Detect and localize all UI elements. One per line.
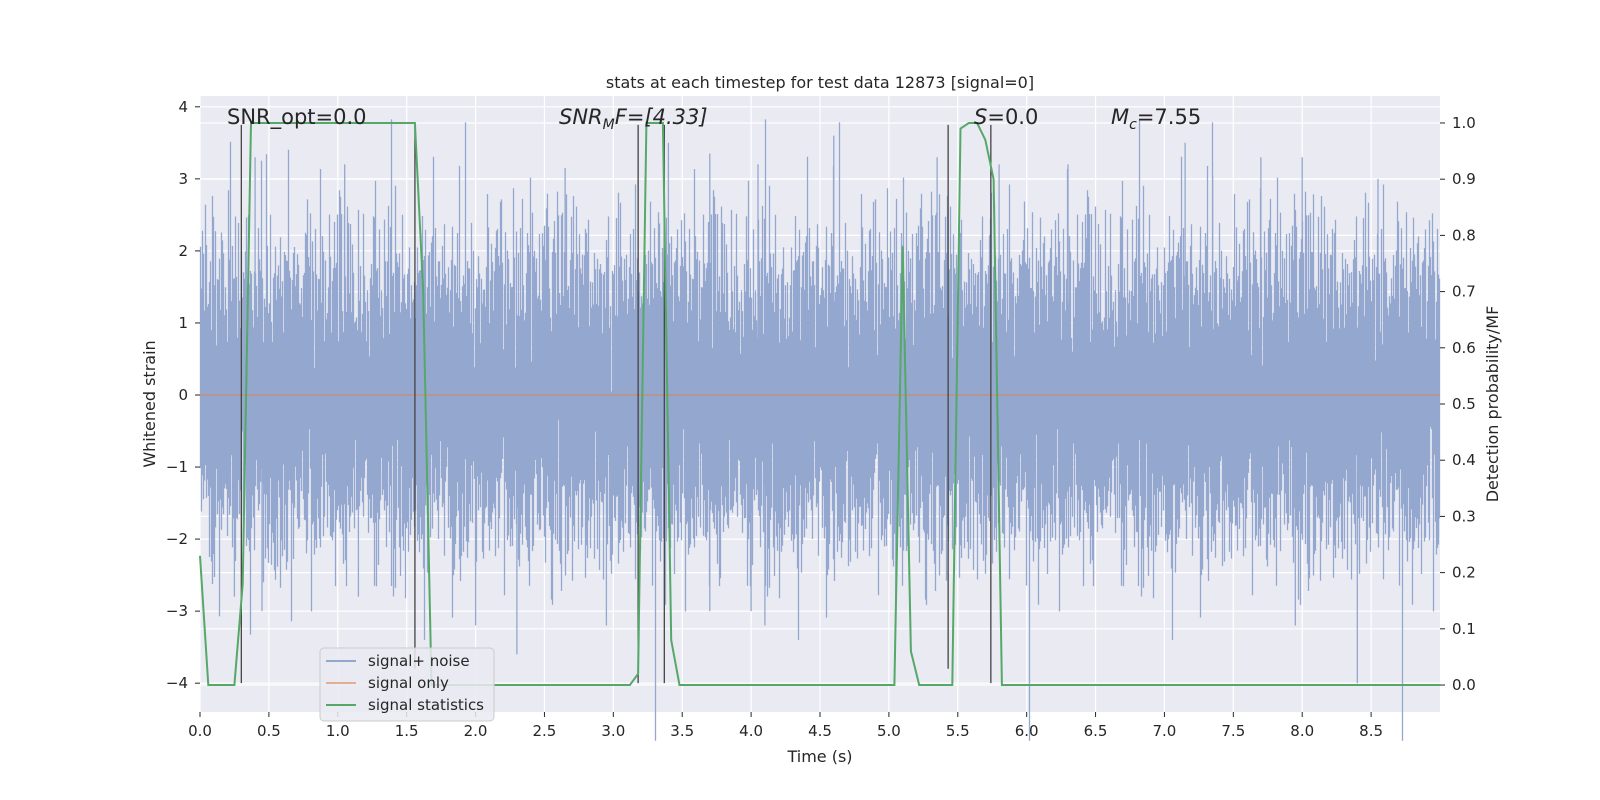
y-right-tick-label: 1.0 (1452, 114, 1476, 132)
y-right-tick-label: 0.1 (1452, 620, 1476, 638)
y-right-tick-label: 0.2 (1452, 564, 1476, 582)
y-right-tick-label: 0.6 (1452, 339, 1476, 357)
annotation-mc-sub: c (1129, 117, 1137, 133)
x-tick-label: 2.5 (533, 722, 557, 740)
series-signal-noise (199, 119, 1441, 741)
x-tick-label: 5.0 (877, 722, 901, 740)
x-axis-label: Time (s) (786, 747, 852, 766)
annotation-snr-opt: SNR_opt=0.0 (227, 105, 367, 130)
y-tick-label: 0 (178, 386, 188, 404)
y-right-tick-label: 0.8 (1452, 226, 1476, 244)
x-tick-label: 8.0 (1290, 722, 1314, 740)
y-axis-label: Whitened strain (140, 340, 159, 467)
x-tick-label: 6.5 (1084, 722, 1108, 740)
annotation-mc-suffix: =7.55 (1137, 105, 1201, 129)
signal-noise-trace (199, 119, 1441, 741)
y-right-tick-label: 0.4 (1452, 451, 1476, 469)
y-axis-ticks: −4 −3 −2 −1 0 1 2 3 4 (166, 98, 200, 692)
y-tick-label: −2 (166, 530, 188, 548)
x-tick-label: 7.5 (1221, 722, 1245, 740)
legend-label-signal-only: signal only (368, 674, 449, 692)
annotation-snr-mf-prefix: SNR (559, 105, 603, 129)
y-tick-label: −4 (166, 674, 188, 692)
annotation-s-suffix: =0.0 (987, 105, 1038, 129)
x-tick-label: 2.0 (464, 722, 488, 740)
series-signal-statistics (199, 122, 1440, 686)
y-right-axis-label: Detection probability/MF (1483, 306, 1502, 503)
x-tick-label: 7.0 (1153, 722, 1177, 740)
x-tick-label: 8.5 (1359, 722, 1383, 740)
y-right-axis-ticks: 0.0 0.1 0.2 0.3 0.4 0.5 0.6 0.7 0.8 0.9 1.0 (1440, 114, 1476, 694)
y-tick-label: 4 (178, 98, 188, 116)
x-tick-label: 5.5 (946, 722, 970, 740)
y-right-tick-label: 0.7 (1452, 283, 1476, 301)
annotation-snr-mf-sub: M (603, 117, 615, 133)
x-tick-label: 1.5 (395, 722, 419, 740)
x-tick-label: 6.0 (1015, 722, 1039, 740)
x-tick-label: 0.0 (188, 722, 212, 740)
y-right-tick-label: 0.0 (1452, 676, 1476, 694)
annotation-mc-prefix: M (1111, 105, 1129, 129)
y-tick-label: 2 (178, 242, 188, 260)
y-tick-label: −1 (166, 458, 188, 476)
y-right-tick-label: 0.9 (1452, 170, 1476, 188)
annotation-s-prefix: S (974, 105, 987, 129)
legend: signal+ noise signal only signal statist… (319, 647, 495, 722)
x-tick-label: 4.0 (739, 722, 763, 740)
legend-label-noise: signal+ noise (368, 652, 470, 670)
y-right-tick-label: 0.5 (1452, 395, 1476, 413)
chart-title: stats at each timestep for test data 128… (606, 73, 1034, 92)
annotation-snr-mf-suffix: F=[4.33] (615, 105, 708, 129)
y-tick-label: −3 (166, 602, 188, 620)
x-tick-label: 3.0 (601, 722, 625, 740)
x-tick-label: 0.5 (257, 722, 281, 740)
legend-box (319, 647, 495, 722)
annotation-snr-mf: SNRMF=[4.33] (559, 105, 708, 133)
signal-statistics-line (199, 122, 1440, 686)
y-right-tick-label: 0.3 (1452, 507, 1476, 525)
annotation-s: S=0.0 (974, 105, 1038, 129)
x-tick-label: 3.5 (670, 722, 694, 740)
x-axis-ticks: 0.0 0.5 1.0 1.5 2.0 2.5 3.0 3.5 4.0 4.5 5.0 5.5 6.0 6… (188, 712, 1383, 740)
x-tick-label: 4.5 (808, 722, 832, 740)
y-tick-label: 1 (178, 314, 188, 332)
annotation-mc: Mc=7.55 (1111, 105, 1201, 133)
y-tick-label: 3 (178, 170, 188, 188)
legend-label-statistics: signal statistics (368, 696, 484, 714)
x-tick-label: 1.0 (326, 722, 350, 740)
